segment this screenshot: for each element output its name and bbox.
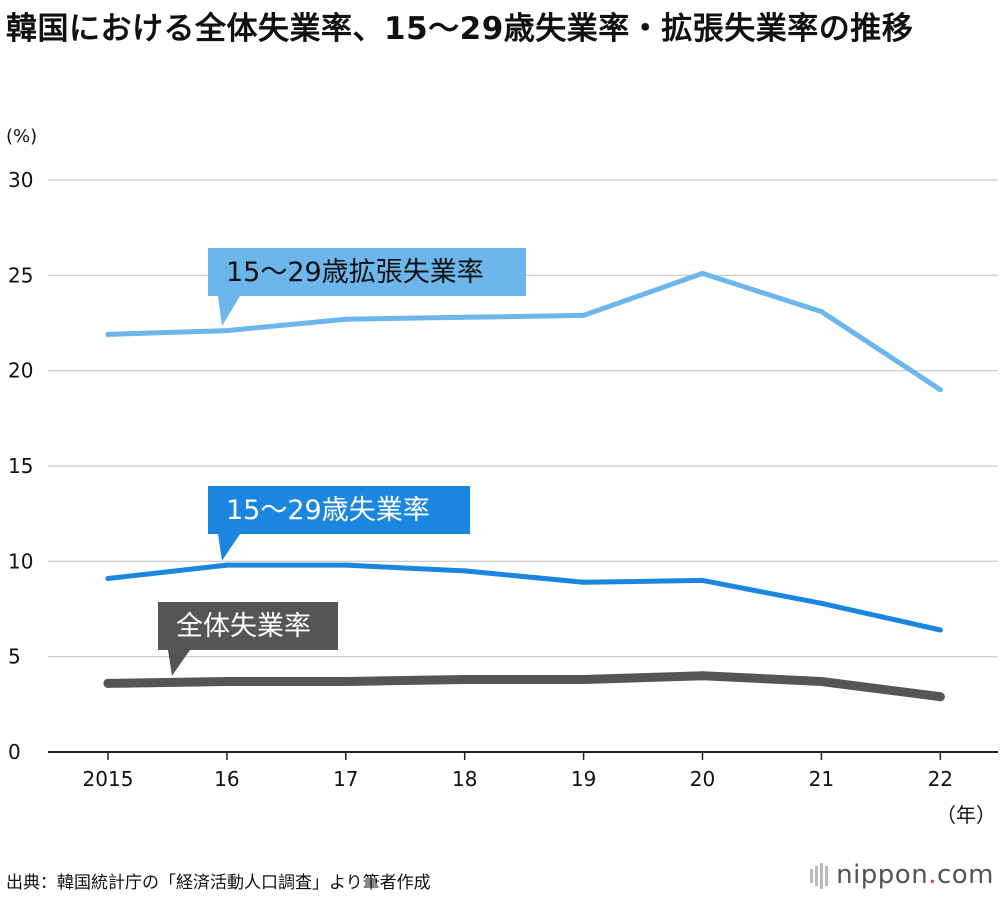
series-label-box-2 [158, 602, 338, 650]
x-tick-label-18: 18 [452, 767, 477, 791]
data-point-0-1 [224, 328, 230, 334]
data-point-1-3 [462, 568, 468, 574]
data-point-0-7 [937, 387, 943, 393]
data-point-2-5 [698, 671, 707, 681]
y-tick-label-0: 0 [8, 740, 21, 764]
data-point-1-0 [105, 575, 111, 581]
data-point-2-4 [579, 675, 589, 685]
y-tick-label-15: 15 [8, 454, 33, 478]
logo-bars-icon [810, 861, 830, 891]
data-point-2-6 [816, 676, 826, 686]
y-tick-label-10: 10 [8, 549, 33, 573]
data-point-0-3 [462, 314, 468, 320]
series-line-2 [103, 671, 945, 702]
series-label-1: 15〜29歳失業率 [226, 495, 430, 526]
chart-title: 韓国における全体失業率、15〜29歳失業率・拡張失業率の推移 [6, 11, 914, 47]
data-point-2-0 [103, 678, 113, 688]
data-point-2-2 [341, 676, 351, 686]
y-tick-label-20: 20 [8, 359, 33, 383]
series-label-pointer-1 [218, 534, 240, 561]
data-point-1-1 [224, 562, 230, 568]
data-point-1-5 [700, 577, 705, 583]
series-label-0: 15〜29歳拡張失業率 [226, 257, 484, 288]
data-point-2-1 [222, 676, 232, 686]
series-label-pointer-0 [218, 296, 240, 327]
source-note: 出典：韓国統計庁の「経済活動人口調査」より筆者作成 [6, 873, 431, 893]
series-line-1 [105, 562, 943, 633]
data-point-0-2 [343, 316, 349, 322]
brand-dot: . [928, 860, 937, 890]
series-label-2: 全体失業率 [176, 611, 311, 642]
series-label-pointer-2 [168, 650, 190, 676]
x-tick-label-20: 20 [690, 767, 715, 791]
data-point-0-6 [818, 309, 824, 315]
x-tick-label-16: 16 [214, 767, 239, 791]
data-point-1-7 [937, 627, 943, 633]
series-label-box-1 [208, 486, 470, 534]
x-axis-unit: （年） [936, 803, 996, 827]
data-point-1-4 [581, 579, 587, 585]
data-point-2-7 [935, 692, 945, 702]
x-tick-label-2015: 2015 [83, 767, 134, 791]
data-point-1-6 [818, 600, 824, 606]
data-point-0-4 [581, 312, 587, 318]
y-tick-label-30: 30 [8, 168, 33, 192]
brand-tld: com [936, 860, 994, 890]
y-axis-unit: (%) [6, 126, 38, 147]
brand-name: nippon [836, 860, 929, 890]
nippon-logo: nippon.com [810, 860, 994, 891]
y-tick-label-25: 25 [8, 263, 33, 287]
data-point-1-2 [343, 562, 349, 568]
y-tick-label-5: 5 [8, 645, 21, 669]
x-tick-label-21: 21 [809, 767, 834, 791]
x-tick-label-17: 17 [333, 767, 358, 791]
x-tick-label-22: 22 [928, 767, 953, 791]
series-label-box-0 [208, 248, 526, 296]
data-point-0-5 [700, 270, 705, 276]
data-point-2-3 [460, 675, 470, 685]
series-line-0 [105, 270, 943, 393]
data-point-0-0 [105, 331, 111, 337]
x-tick-label-19: 19 [571, 767, 596, 791]
